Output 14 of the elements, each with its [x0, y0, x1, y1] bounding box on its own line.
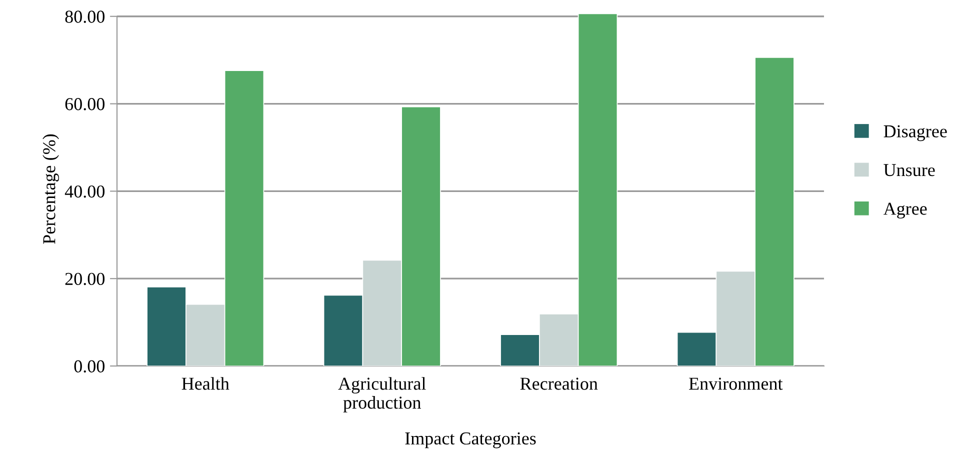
- legend-label: Agree: [883, 202, 927, 219]
- y-tick-label: 40.00: [64, 185, 105, 198]
- y-tick-label: 20.00: [65, 272, 105, 286]
- x-tick-label: Environment: [689, 378, 783, 390]
- y-tick-label: 80.00: [65, 10, 105, 23]
- y-tick-label: 60.00: [65, 98, 105, 110]
- x-axis-title: Impact Categories: [405, 432, 536, 448]
- legend-label: Disagree: [884, 125, 947, 142]
- x-tick-label: Recreation: [520, 378, 598, 390]
- y-tick-label: 0.00: [74, 360, 105, 373]
- y-axis-title: Percentage (%): [42, 134, 60, 244]
- x-tick-label: Agricultural production: [338, 377, 426, 412]
- legend-label: Unsure: [884, 164, 935, 176]
- x-tick-label: Health: [182, 377, 230, 390]
